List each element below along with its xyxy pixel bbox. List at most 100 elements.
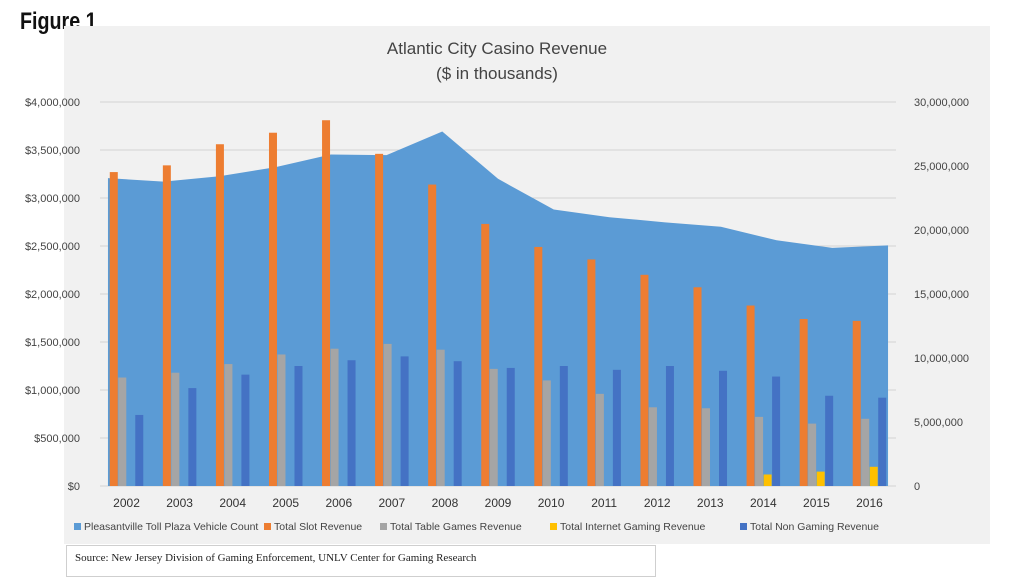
bar-total-table-games-revenue (224, 364, 233, 486)
x-tick-label: 2006 (325, 496, 352, 510)
bar-total-table-games-revenue (702, 408, 711, 486)
x-tick-label: 2012 (644, 496, 671, 510)
x-tick-label: 2014 (750, 496, 777, 510)
bar-total-internet-gaming-revenue (869, 466, 878, 486)
bars-layer (109, 120, 887, 487)
source-note: Source: New Jersey Division of Gaming En… (75, 552, 477, 564)
right-tick-label: 25,000,000 (914, 161, 969, 173)
bar-total-slot-revenue (693, 287, 702, 486)
right-tick-label: 5,000,000 (914, 417, 963, 429)
bar-total-table-games-revenue (330, 348, 339, 486)
right-tick-label: 30,000,000 (914, 97, 969, 109)
left-tick-label: $4,000,000 (25, 97, 80, 109)
bar-total-table-games-revenue (648, 407, 657, 486)
x-tick-label: 2015 (803, 496, 830, 510)
bar-total-non-gaming-revenue (665, 366, 674, 486)
bar-total-non-gaming-revenue (559, 366, 568, 486)
x-tick-label: 2010 (538, 496, 565, 510)
x-tick-label: 2011 (591, 496, 617, 510)
bar-total-slot-revenue (746, 305, 755, 486)
left-axis: $0 $500,000 $1,000,000 $1,500,000 $2,000,000… (25, 97, 80, 493)
bar-total-non-gaming-revenue (612, 369, 621, 486)
bar-total-non-gaming-revenue (719, 370, 728, 486)
right-axis: 0 5,000,000 10,000,000 15,000,000 20,000,000… (914, 97, 969, 493)
bar-total-table-games-revenue (436, 349, 445, 486)
left-tick-label: $1,500,000 (25, 337, 80, 349)
source-box: Source: New Jersey Division of Gaming En… (66, 545, 656, 577)
x-tick-label: 2009 (485, 496, 512, 510)
left-tick-label: $500,000 (34, 433, 80, 445)
bar-total-table-games-revenue (542, 380, 551, 486)
x-tick-label: 2008 (432, 496, 459, 510)
bar-total-non-gaming-revenue (188, 388, 197, 486)
x-tick-label: 2004 (219, 496, 246, 510)
bar-total-non-gaming-revenue (241, 374, 250, 486)
bar-total-slot-revenue (268, 132, 277, 486)
bar-total-slot-revenue (428, 184, 437, 486)
bar-total-slot-revenue (162, 165, 171, 487)
right-tick-label: 0 (914, 481, 920, 493)
bar-total-table-games-revenue (383, 343, 392, 486)
left-tick-label: $2,000,000 (25, 289, 80, 301)
bar-total-slot-revenue (322, 120, 331, 487)
bar-total-slot-revenue (587, 259, 596, 486)
bar-total-non-gaming-revenue (506, 367, 515, 486)
bar-total-non-gaming-revenue (453, 361, 462, 486)
bar-total-table-games-revenue (489, 368, 498, 486)
x-tick-label: 2016 (856, 496, 883, 510)
bar-total-table-games-revenue (595, 393, 604, 486)
bar-total-slot-revenue (375, 153, 384, 486)
bar-total-table-games-revenue (118, 377, 127, 486)
bar-total-internet-gaming-revenue (816, 471, 825, 486)
bar-total-slot-revenue (109, 172, 118, 486)
legend-label: Total Table Games Revenue (390, 521, 522, 533)
bar-total-slot-revenue (481, 223, 490, 487)
right-tick-label: 15,000,000 (914, 289, 969, 301)
legend-label: Pleasantville Toll Plaza Vehicle Count (84, 521, 258, 533)
bar-total-slot-revenue (534, 246, 543, 486)
x-tick-label: 2003 (166, 496, 193, 510)
bar-total-non-gaming-revenue (400, 356, 409, 486)
bar-total-non-gaming-revenue (135, 414, 144, 486)
legend-label: Total Slot Revenue (274, 521, 362, 533)
area-series-toll-plaza (107, 131, 889, 486)
bar-total-internet-gaming-revenue (763, 474, 772, 486)
left-tick-label: $2,500,000 (25, 241, 80, 253)
bar-total-slot-revenue (215, 144, 224, 487)
legend-swatch (74, 523, 81, 530)
chart-title: Atlantic City Casino Revenue (387, 39, 607, 58)
bar-total-non-gaming-revenue (772, 376, 781, 486)
left-tick-label: $0 (68, 481, 80, 493)
legend-label: Total Internet Gaming Revenue (560, 521, 705, 533)
bar-total-slot-revenue (799, 318, 808, 486)
legend-swatch (740, 523, 747, 530)
legend-swatch (550, 523, 557, 530)
right-tick-label: 20,000,000 (914, 225, 969, 237)
right-tick-label: 10,000,000 (914, 353, 969, 365)
area-layer (107, 131, 889, 486)
bar-total-table-games-revenue (171, 372, 180, 486)
x-tick-label: 2007 (379, 496, 406, 510)
bar-total-non-gaming-revenue (294, 366, 303, 486)
legend-swatch (264, 523, 271, 530)
bar-total-non-gaming-revenue (347, 360, 356, 486)
x-tick-label: 2013 (697, 496, 724, 510)
bar-total-slot-revenue (852, 320, 861, 486)
chart-subtitle: ($ in thousands) (436, 64, 558, 83)
bar-total-table-games-revenue (808, 423, 817, 486)
left-tick-label: $1,000,000 (25, 385, 80, 397)
bar-total-slot-revenue (640, 274, 649, 486)
bar-total-table-games-revenue (277, 354, 286, 486)
x-axis: 2002 2003 2004 2005 2006 2007 2008 2009 2010 2011… (113, 496, 883, 510)
x-tick-label: 2002 (113, 496, 140, 510)
legend-swatch (380, 523, 387, 530)
left-tick-label: $3,500,000 (25, 145, 80, 157)
legend-label: Total Non Gaming Revenue (750, 521, 879, 533)
legend: Pleasantville Toll Plaza Vehicle Count To… (74, 521, 879, 533)
x-tick-label: 2005 (272, 496, 299, 510)
bar-total-non-gaming-revenue (878, 397, 887, 486)
left-tick-label: $3,000,000 (25, 193, 80, 205)
bar-total-table-games-revenue (755, 416, 764, 486)
bar-total-non-gaming-revenue (825, 395, 834, 486)
